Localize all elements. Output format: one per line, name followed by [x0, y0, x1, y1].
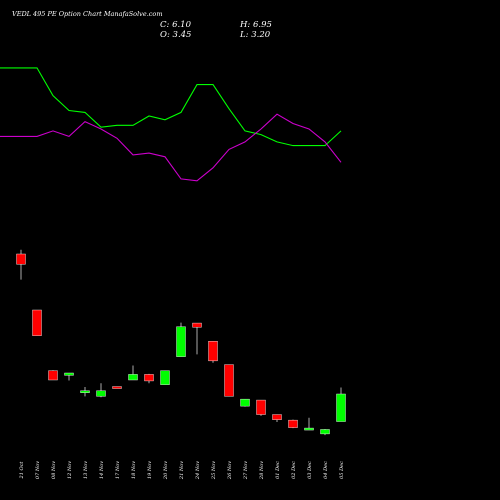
date-tick-label: 20 Nov: [163, 461, 169, 480]
candle-body: [192, 322, 202, 328]
candle: [240, 398, 250, 407]
date-tick-label: 24 Nov: [195, 461, 201, 480]
date-tick-label: 27 Nov: [243, 461, 249, 480]
candle-body: [32, 309, 42, 336]
candle: [256, 399, 266, 416]
candle-body: [240, 398, 250, 407]
date-tick-label: 18 Nov: [131, 461, 137, 479]
candle-body: [16, 253, 26, 265]
date-tick-label: 21 Oct: [19, 461, 25, 480]
candle-body: [272, 414, 282, 420]
candle: [160, 370, 170, 385]
date-tick-label: 03 Dec: [307, 461, 313, 479]
candle: [80, 387, 90, 397]
indicator-lines: [0, 67, 342, 182]
candle: [192, 322, 202, 355]
candle-body: [224, 364, 234, 397]
candle-body: [48, 370, 58, 381]
candle-body: [144, 374, 154, 382]
date-axis: 21 Oct 07 Nov 08 Nov 12 Nov 13 Nov 14 Nov 17 N…: [19, 461, 345, 480]
indicator-line-green: [0, 67, 342, 147]
candle: [320, 429, 330, 436]
candle: [176, 322, 186, 357]
date-tick-label: 17 Nov: [115, 461, 121, 479]
candle-body: [160, 370, 170, 385]
candle: [336, 387, 346, 422]
candle: [128, 365, 138, 381]
date-tick-label: 28 Nov: [259, 461, 265, 480]
date-tick-label: 21 Nov: [179, 461, 185, 480]
date-tick-label: 25 Nov: [211, 461, 217, 480]
date-tick-label: 19 Nov: [147, 461, 153, 479]
candle-body: [128, 374, 138, 381]
candle: [224, 364, 234, 397]
indicator-line-magenta: [0, 113, 342, 182]
close-value: C: 6.10: [160, 20, 191, 30]
date-tick-label: 14 Nov: [99, 461, 105, 479]
candle-body: [336, 393, 346, 422]
date-tick-label: 04 Dec: [323, 461, 329, 479]
low-value: L: 3.20: [240, 30, 271, 40]
candle: [272, 414, 282, 422]
date-tick-label: 08 Nov: [51, 461, 57, 479]
candle: [304, 417, 314, 431]
high-value: H: 6.95: [240, 20, 272, 30]
candle-body: [176, 326, 186, 357]
date-tick-label: 01 Dec: [275, 461, 281, 479]
candle: [64, 372, 74, 381]
candle: [144, 373, 154, 384]
candle-body: [208, 341, 218, 362]
date-tick-label: 07 Nov: [35, 461, 41, 479]
candle-body: [320, 429, 330, 435]
candle: [32, 309, 42, 336]
date-tick-label: 12 Nov: [67, 461, 73, 479]
candle-body: [304, 427, 314, 431]
open-value: O: 3.45: [160, 30, 192, 40]
candle: [208, 341, 218, 363]
candle-body: [288, 419, 298, 428]
candle: [288, 419, 298, 429]
candle: [48, 370, 58, 381]
candle: [96, 383, 106, 398]
candle-body: [64, 372, 74, 376]
candlesticks: [16, 249, 346, 436]
date-tick-label: 26 Nov: [227, 461, 233, 480]
date-tick-label: 13 Nov: [83, 461, 89, 479]
date-tick-label: 02 Dec: [291, 461, 297, 479]
candle-body: [96, 390, 106, 397]
candle-body: [80, 390, 90, 393]
candle-body: [112, 386, 122, 389]
chart-title: VEDL 495 PE Option Chart ManafaSolve.com: [12, 10, 163, 18]
date-tick-label: 05 Dec: [339, 461, 345, 479]
candle: [16, 249, 26, 280]
candle: [112, 386, 122, 389]
candle-body: [256, 399, 266, 415]
